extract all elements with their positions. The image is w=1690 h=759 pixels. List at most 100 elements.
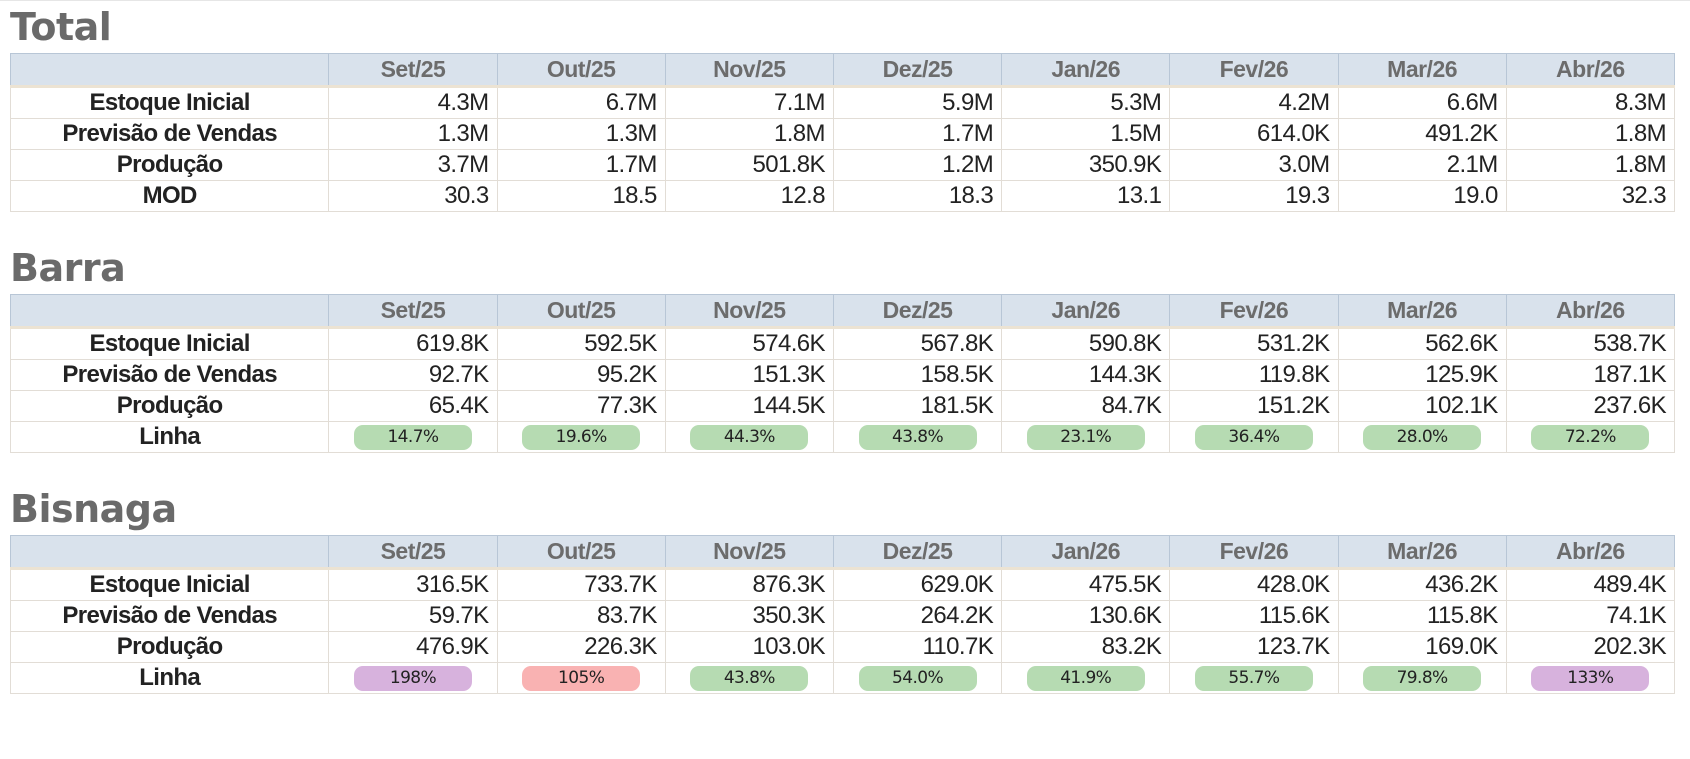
header-row: Set/25 Out/25 Nov/25 Dez/25 Jan/26 Fev/26 Mar/…: [9, 294, 1676, 329]
column-header: Mar/26: [1337, 53, 1507, 88]
linha-cell: 28.0%: [1337, 421, 1507, 453]
linha-cell: 14.7%: [328, 421, 498, 453]
value-cell: 12.8: [664, 180, 834, 212]
header-corner-cell: [9, 294, 330, 329]
linha-badge: 28.0%: [1363, 425, 1482, 451]
value-cell: 30.3: [328, 180, 498, 212]
value-cell: 538.7K: [1505, 327, 1676, 360]
row-label: Estoque Inicial: [9, 86, 330, 119]
section-total: Total Set/25 Out/25 Nov/25 Dez/25 Jan/26 Fev/…: [9, 1, 1676, 212]
value-cell: 531.2K: [1169, 327, 1339, 360]
value-cell: 74.1K: [1505, 600, 1676, 632]
table-header: Set/25 Out/25 Nov/25 Dez/25 Jan/26 Fev/26 Mar/…: [9, 294, 1676, 329]
table-row: Produção 3.7M 1.7M 501.8K 1.2M 350.9K 3.0M 2.1M…: [9, 149, 1676, 181]
value-cell: 77.3K: [496, 390, 666, 422]
table-row: Estoque Inicial 316.5K 733.7K 876.3K 629.0K 4…: [9, 568, 1676, 601]
row-label: MOD: [9, 180, 330, 212]
value-cell: 226.3K: [496, 631, 666, 663]
linha-cell: 36.4%: [1169, 421, 1339, 453]
linha-cell: 43.8%: [832, 421, 1003, 453]
column-header: Out/25: [496, 53, 666, 88]
value-cell: 6.7M: [496, 86, 666, 119]
value-cell: 151.2K: [1169, 390, 1339, 422]
value-cell: 6.6M: [1337, 86, 1507, 119]
row-label: Estoque Inicial: [9, 568, 330, 601]
linha-row: Linha 14.7% 19.6% 44.3% 43.8% 23.1% 36.4% 28.0%…: [9, 421, 1676, 453]
value-cell: 501.8K: [664, 149, 834, 181]
value-cell: 130.6K: [1001, 600, 1171, 632]
linha-cell: 133%: [1505, 662, 1676, 694]
table-body: Estoque Inicial 4.3M 6.7M 7.1M 5.9M 5.3M 4.2M 6…: [9, 86, 1676, 212]
row-label: Produção: [9, 631, 330, 663]
column-header: Nov/25: [664, 535, 834, 570]
linha-badge: 41.9%: [1026, 666, 1145, 692]
table-header: Set/25 Out/25 Nov/25 Dez/25 Jan/26 Fev/26 Mar/…: [9, 53, 1676, 88]
linha-badge: 105%: [522, 666, 641, 692]
linha-badge: 23.1%: [1026, 425, 1145, 451]
value-cell: 574.6K: [664, 327, 834, 360]
value-cell: 32.3: [1505, 180, 1676, 212]
table-row: Estoque Inicial 619.8K 592.5K 574.6K 567.8K 5…: [9, 327, 1676, 360]
value-cell: 876.3K: [664, 568, 834, 601]
value-cell: 475.5K: [1001, 568, 1171, 601]
table-body: Estoque Inicial 619.8K 592.5K 574.6K 567.8K 5…: [9, 327, 1676, 453]
column-header: Fev/26: [1169, 535, 1339, 570]
value-cell: 65.4K: [328, 390, 498, 422]
data-table: Set/25 Out/25 Nov/25 Dez/25 Jan/26 Fev/26 Mar/…: [9, 294, 1676, 453]
value-cell: 491.2K: [1337, 118, 1507, 150]
column-header: Mar/26: [1337, 294, 1507, 329]
table-row: Produção 65.4K 77.3K 144.5K 181.5K 84.7K 151.2…: [9, 390, 1676, 422]
value-cell: 237.6K: [1505, 390, 1676, 422]
linha-cell: 72.2%: [1505, 421, 1676, 453]
value-cell: 3.7M: [328, 149, 498, 181]
value-cell: 590.8K: [1001, 327, 1171, 360]
linha-cell: 198%: [328, 662, 498, 694]
column-header: Set/25: [328, 535, 498, 570]
value-cell: 567.8K: [832, 327, 1003, 360]
header-row: Set/25 Out/25 Nov/25 Dez/25 Jan/26 Fev/26 Mar/…: [9, 535, 1676, 570]
section-bisnaga: Bisnaga Set/25 Out/25 Nov/25 Dez/25 Jan/26 Fe…: [9, 483, 1676, 694]
linha-badge: 36.4%: [1194, 425, 1313, 451]
section-title: Total: [10, 5, 112, 49]
value-cell: 83.2K: [1001, 631, 1171, 663]
value-cell: 19.0: [1337, 180, 1507, 212]
value-cell: 18.5: [496, 180, 666, 212]
value-cell: 733.7K: [496, 568, 666, 601]
value-cell: 103.0K: [664, 631, 834, 663]
linha-badge: 43.8%: [858, 425, 977, 451]
column-header: Jan/26: [1001, 294, 1171, 329]
value-cell: 350.3K: [664, 600, 834, 632]
value-cell: 84.7K: [1001, 390, 1171, 422]
table-header: Set/25 Out/25 Nov/25 Dez/25 Jan/26 Fev/26 Mar/…: [9, 535, 1676, 570]
table-row: Previsão de Vendas 1.3M 1.3M 1.8M 1.7M 1.5M 61…: [9, 118, 1676, 150]
value-cell: 92.7K: [328, 359, 498, 391]
value-cell: 5.3M: [1001, 86, 1171, 119]
value-cell: 115.8K: [1337, 600, 1507, 632]
column-header: Dez/25: [832, 294, 1003, 329]
value-cell: 144.5K: [664, 390, 834, 422]
value-cell: 3.0M: [1169, 149, 1339, 181]
value-cell: 151.3K: [664, 359, 834, 391]
value-cell: 181.5K: [832, 390, 1003, 422]
value-cell: 5.9M: [832, 86, 1003, 119]
linha-cell: 43.8%: [664, 662, 834, 694]
header-row: Set/25 Out/25 Nov/25 Dez/25 Jan/26 Fev/26 Mar/…: [9, 53, 1676, 88]
value-cell: 1.8M: [1505, 149, 1676, 181]
value-cell: 316.5K: [328, 568, 498, 601]
table-row: Previsão de Vendas 59.7K 83.7K 350.3K 264.2K…: [9, 600, 1676, 632]
column-header: Set/25: [328, 53, 498, 88]
row-label: Previsão de Vendas: [9, 118, 330, 150]
value-cell: 102.1K: [1337, 390, 1507, 422]
value-cell: 95.2K: [496, 359, 666, 391]
value-cell: 436.2K: [1337, 568, 1507, 601]
column-header: Mar/26: [1337, 535, 1507, 570]
table-body: Estoque Inicial 316.5K 733.7K 876.3K 629.0K 4…: [9, 568, 1676, 694]
row-label: Linha: [9, 662, 330, 694]
row-label: Produção: [9, 390, 330, 422]
column-header: Abr/26: [1505, 535, 1676, 570]
column-header: Jan/26: [1001, 535, 1171, 570]
value-cell: 202.3K: [1505, 631, 1676, 663]
value-cell: 7.1M: [664, 86, 834, 119]
column-header: Jan/26: [1001, 53, 1171, 88]
